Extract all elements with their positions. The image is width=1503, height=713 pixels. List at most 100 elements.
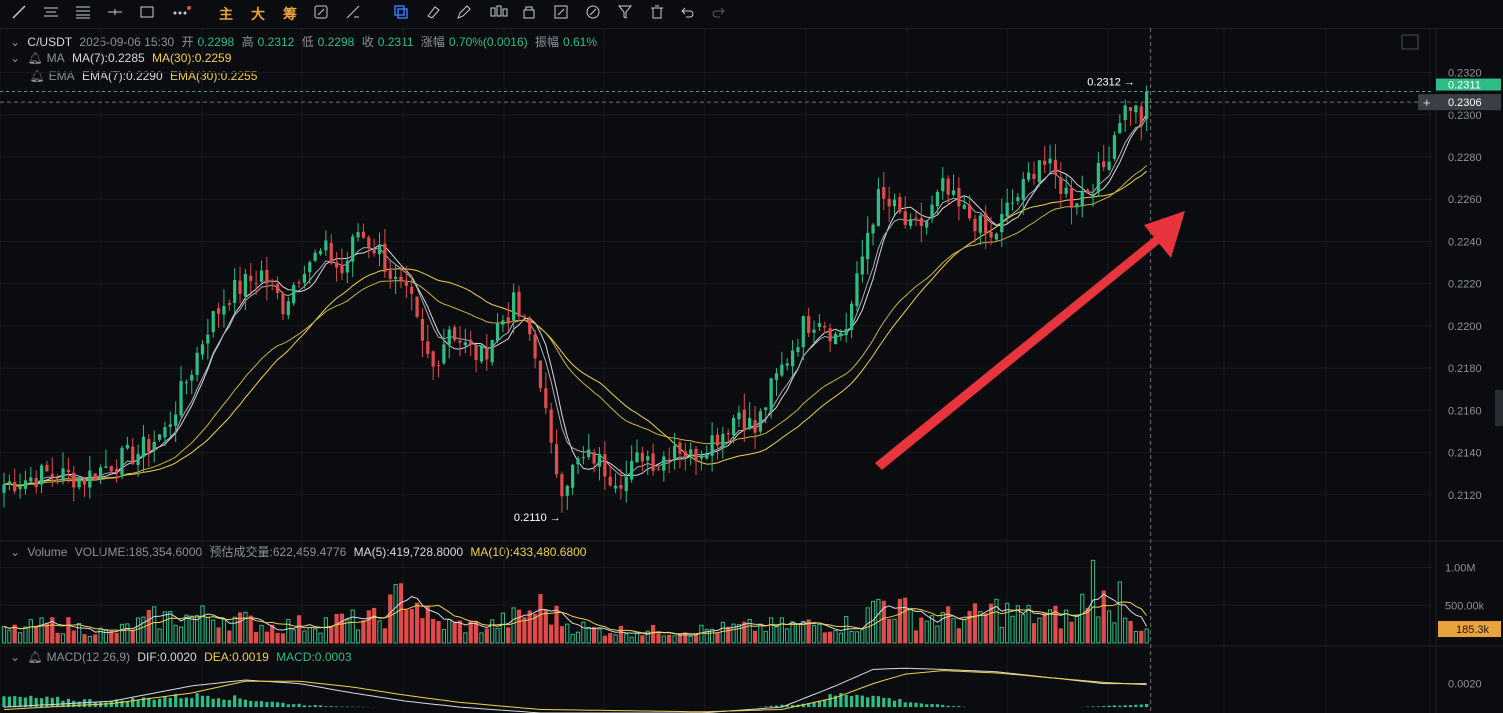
candle-body <box>238 280 242 294</box>
rectangle-icon[interactable] <box>138 4 156 24</box>
volume-bar <box>490 619 495 644</box>
collapse-icon[interactable]: ⌄ <box>10 35 21 49</box>
eraser-icon[interactable] <box>424 4 442 24</box>
crosshair-price-tag <box>1438 94 1501 111</box>
volume-bar <box>1058 628 1063 644</box>
crosshair-line-icon[interactable] <box>106 4 124 24</box>
volume-bar <box>881 600 886 644</box>
macd-bar <box>941 704 945 708</box>
line-tool-icon[interactable] <box>10 4 28 24</box>
candle-body <box>345 260 349 273</box>
candle-icon[interactable] <box>488 4 510 24</box>
candle-body <box>1064 187 1068 194</box>
zh-main-label[interactable]: 主 <box>219 6 233 22</box>
volume-bar <box>457 620 463 644</box>
macd-bar <box>23 697 28 708</box>
ruler-icon[interactable] <box>344 4 362 24</box>
candle-body <box>533 334 537 359</box>
candle-body <box>77 477 81 488</box>
candle-body <box>613 485 618 489</box>
volume-bar <box>500 612 506 644</box>
macd-bar <box>780 704 784 708</box>
collapse-icon[interactable]: ⌄ <box>10 51 21 65</box>
volume-bar <box>1 625 7 644</box>
candle-body <box>115 468 119 473</box>
macd-tick-label: 0.0020 <box>1448 679 1482 691</box>
volume-bar <box>849 630 854 644</box>
macd-bar <box>243 699 248 708</box>
candle-body <box>866 232 870 260</box>
volume-bar <box>50 617 55 644</box>
macd-dea: DEA:0.0019 <box>204 650 269 664</box>
volume-bar <box>779 617 784 644</box>
bell-icon[interactable]: 🔔︎ <box>27 51 43 65</box>
volume-bar <box>1074 614 1080 644</box>
dots-menu-icon[interactable] <box>170 4 192 24</box>
macd-panel <box>2 667 1149 713</box>
volume-bar <box>82 634 87 644</box>
volume-bar <box>280 633 286 644</box>
volume-bar <box>130 629 135 644</box>
parallel-lines-icon[interactable] <box>74 4 92 24</box>
volume-bar <box>221 618 227 644</box>
volume-bar <box>162 611 168 644</box>
candle-body <box>769 378 773 411</box>
amp-label: 振幅 <box>534 35 559 49</box>
pencil-sync-icon[interactable] <box>312 4 330 24</box>
magnet-icon[interactable] <box>584 4 602 24</box>
candle-body <box>324 240 328 251</box>
volume-bar <box>575 631 581 644</box>
macd-bar <box>66 698 70 708</box>
candle-body <box>426 341 430 355</box>
low-value: 0.2298 <box>317 35 355 49</box>
filter-icon[interactable] <box>616 4 634 24</box>
zh-chip-label[interactable]: 筹 <box>283 6 297 22</box>
volume-bar <box>109 630 114 644</box>
macd-bar <box>340 706 344 708</box>
volume-bar <box>946 606 951 644</box>
trash-icon[interactable] <box>648 4 666 24</box>
copy-layers-icon[interactable] <box>392 4 410 24</box>
volume-bar <box>436 620 441 644</box>
volume-bar <box>414 602 420 644</box>
horizontal-lines-icon[interactable] <box>42 4 60 24</box>
candle-body <box>479 345 484 362</box>
macd-dif: DIF:0.0020 <box>137 650 197 664</box>
high-value: 0.2312 <box>257 35 295 49</box>
collapse-icon[interactable]: ⌄ <box>10 545 21 559</box>
collapse-icon[interactable]: ⌄ <box>10 650 21 664</box>
macd-bar <box>292 704 296 708</box>
volume-bar <box>216 627 221 644</box>
candle-body <box>640 452 644 462</box>
close-value: 0.2311 <box>377 35 414 49</box>
volume-bar <box>549 624 554 644</box>
candle-body <box>1005 202 1009 217</box>
macd-bar <box>769 705 773 708</box>
volume-bar <box>495 627 500 644</box>
pen-icon[interactable] <box>455 4 473 24</box>
volume-bar <box>136 617 141 644</box>
volume-bar <box>774 626 779 644</box>
macd-bar <box>951 706 956 708</box>
price-tick-label: 0.2120 <box>1448 490 1482 502</box>
kline-chart[interactable]: 0.2320 0.2300 0.2280 0.2260 0.2240 0.2220 0.22… <box>0 28 1503 713</box>
volume-bar <box>742 621 747 644</box>
volume-bar <box>1106 610 1112 644</box>
zh-big-label[interactable]: 大 <box>251 6 265 22</box>
candle-body <box>383 243 387 272</box>
candle-body <box>656 468 661 470</box>
macd-bar <box>817 700 822 708</box>
edit-square-icon[interactable] <box>552 4 570 24</box>
candle-body <box>587 449 591 457</box>
volume-bar <box>71 630 76 644</box>
volume-bar <box>388 594 393 644</box>
candle-body <box>839 332 843 337</box>
candle-body <box>903 211 907 225</box>
candle-body <box>458 340 462 343</box>
undo-icon[interactable] <box>678 4 696 24</box>
lock-icon[interactable] <box>520 4 538 24</box>
candle-body <box>1112 135 1117 159</box>
volume-bar <box>1021 614 1026 644</box>
candle-body <box>2 484 6 493</box>
bell-icon[interactable]: 🔔︎ <box>27 650 43 664</box>
